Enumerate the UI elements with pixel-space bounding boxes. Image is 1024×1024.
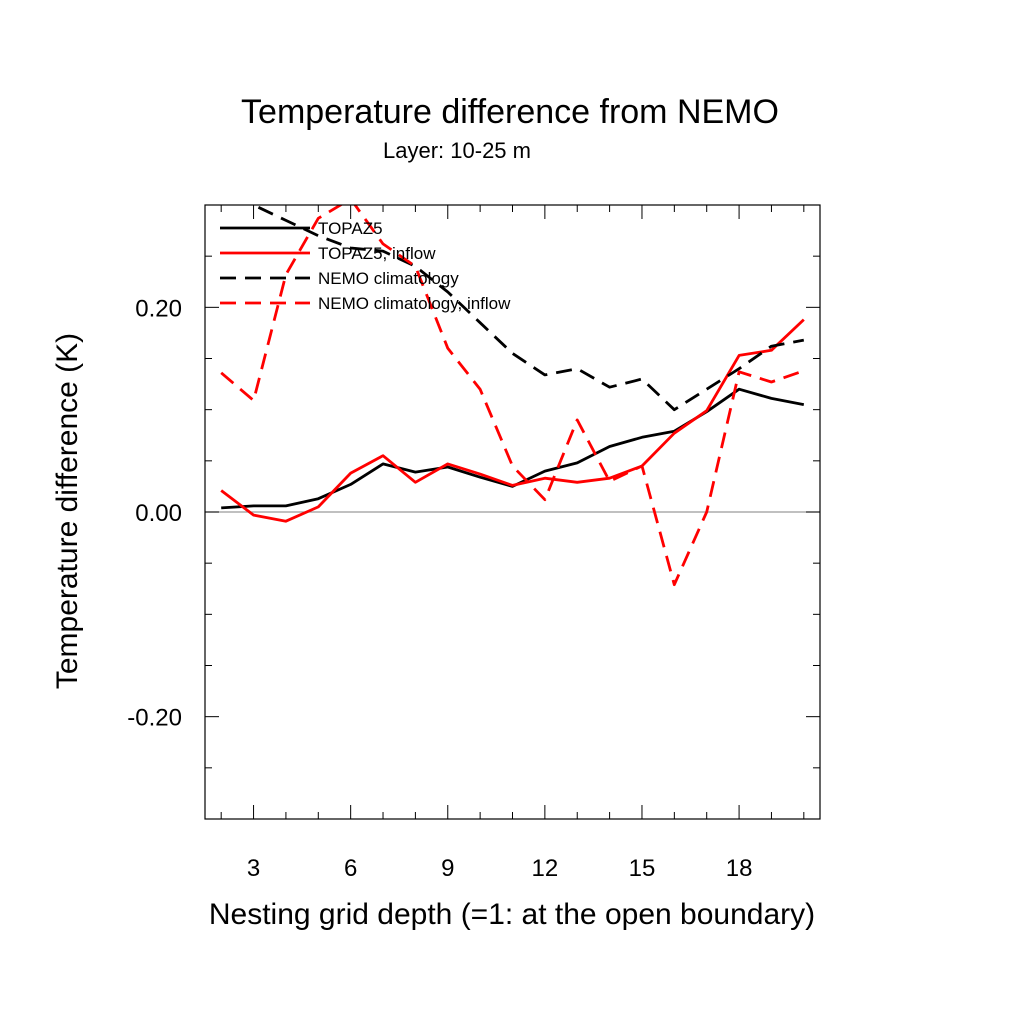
y-tick-label: 0.20 xyxy=(135,295,182,322)
legend-label-4: NEMO climatology, inflow xyxy=(318,294,511,313)
series-lines-group xyxy=(220,205,805,587)
legend-label-1: TOPAZ5 xyxy=(318,219,383,238)
legend-label-3: NEMO climatology xyxy=(318,269,459,288)
axis-ticks-group xyxy=(205,204,820,820)
legend: TOPAZ5 TOPAZ5, inflow NEMO climatology NEMO… xyxy=(220,219,511,313)
x-tick-label: 6 xyxy=(344,855,357,882)
x-tick-label: 18 xyxy=(726,855,753,882)
x-axis-label: Nesting grid depth (=1: at the open boun… xyxy=(209,898,815,931)
series-line-4 xyxy=(220,205,805,587)
series-line-3 xyxy=(251,205,805,412)
y-axis-label: Temperature difference (K) xyxy=(51,333,84,689)
x-tick-label: 15 xyxy=(629,855,656,882)
y-tick-labels-group: -0.20 0.00 0.20 xyxy=(127,295,182,731)
y-tick-label: 0.00 xyxy=(135,500,182,527)
y-tick-label: -0.20 xyxy=(127,705,182,732)
x-tick-label: 3 xyxy=(247,855,260,882)
x-tick-labels-group: 3 6 9 12 15 18 xyxy=(247,855,753,882)
series-line-2 xyxy=(220,318,805,523)
x-tick-label: 9 xyxy=(441,855,454,882)
chart-title: Temperature difference from NEMO xyxy=(241,93,779,131)
x-tick-label: 12 xyxy=(532,855,559,882)
series-line-1 xyxy=(221,387,805,510)
chart-subtitle: Layer: 10-25 m xyxy=(383,138,531,163)
legend-label-2: TOPAZ5, inflow xyxy=(318,244,436,263)
